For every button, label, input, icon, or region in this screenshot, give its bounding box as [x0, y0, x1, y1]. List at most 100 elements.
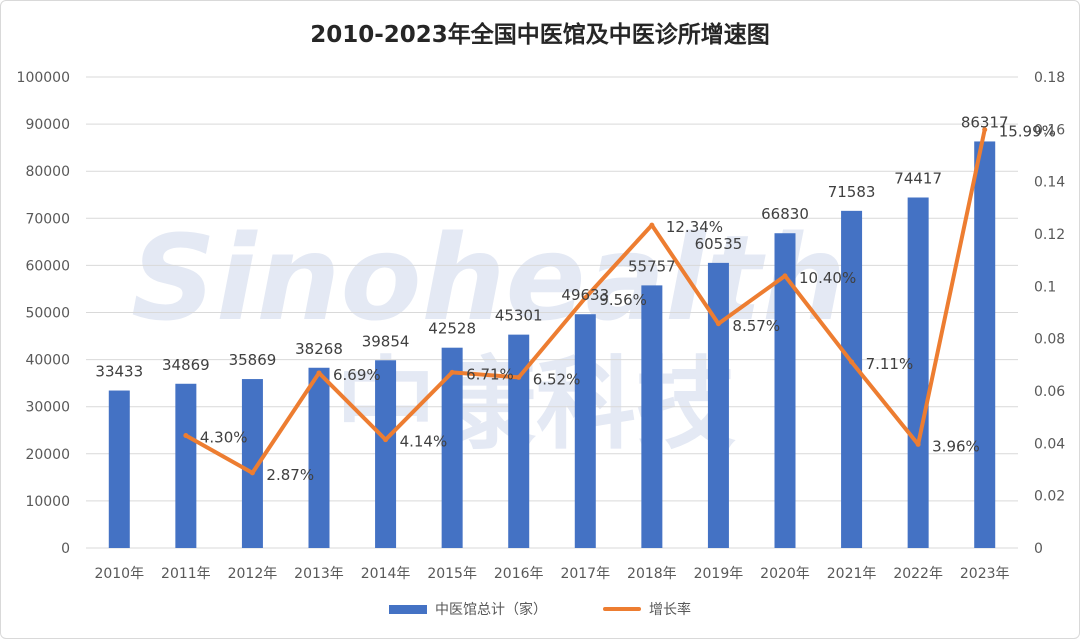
right-axis: 0 0.02 0.04 0.06 0.08 0.1 0.12 0.14 0.16 0.18 [1034, 70, 1065, 557]
left-tick-label: 100000 [17, 70, 70, 86]
legend-label-bars: 中医馆总计（家） [435, 602, 547, 618]
growth-point[interactable] [516, 374, 522, 380]
right-tick-label: 0.1 [1034, 279, 1056, 295]
left-tick-label: 0 [61, 541, 70, 557]
right-tick-label: 0.06 [1034, 384, 1065, 400]
growth-point[interactable] [183, 432, 189, 438]
growth-value-label: 3.96% [932, 437, 980, 455]
growth-point[interactable] [649, 222, 655, 228]
left-tick-label: 60000 [25, 258, 70, 274]
gridlines [86, 76, 1018, 549]
x-tick-label: 2022年 [893, 566, 943, 582]
line-series [183, 127, 988, 476]
bar-series [108, 141, 996, 549]
growth-value-label: 15.99% [999, 123, 1056, 141]
growth-value-label: 12.34% [666, 218, 723, 236]
growth-point[interactable] [383, 437, 389, 443]
right-tick-label: 0.14 [1034, 175, 1065, 191]
x-tick-label: 2016年 [494, 566, 544, 582]
left-tick-label: 20000 [25, 447, 70, 463]
right-tick-label: 0.12 [1034, 227, 1065, 243]
right-tick-label: 0.08 [1034, 332, 1065, 348]
growth-value-label: 8.57% [732, 317, 780, 335]
growth-point[interactable] [249, 470, 255, 476]
watermark-cjk: 中康科技 [336, 346, 736, 463]
growth-value-label: 6.52% [533, 370, 581, 388]
left-tick-label: 10000 [25, 494, 70, 510]
legend-swatch-bar [389, 604, 427, 614]
bar[interactable] [641, 285, 663, 548]
right-tick-label: 0.16 [1034, 122, 1065, 138]
legend-swatch-line [603, 607, 641, 611]
x-tick-label: 2020年 [760, 566, 810, 582]
left-tick-label: 80000 [25, 164, 70, 180]
chart-title: 2010-2023年全国中医馆及中医诊所增速图 [310, 22, 770, 48]
growth-value-label: 10.40% [799, 269, 856, 287]
bar[interactable] [907, 197, 929, 549]
x-axis: 2010年 2011年 2012年 2013年 2014年 2015年 2016年 2017年… [94, 566, 1009, 582]
bar-value-label: 49633 [561, 286, 609, 304]
growth-point[interactable] [715, 321, 721, 327]
bar-value-label: 38268 [295, 340, 343, 358]
bar[interactable] [841, 210, 863, 549]
left-tick-label: 30000 [25, 400, 70, 416]
bar-value-label: 39854 [362, 332, 410, 350]
growth-value-label: 7.11% [866, 355, 914, 373]
bar-value-label: 71583 [828, 183, 876, 201]
x-tick-label: 2019年 [694, 566, 744, 582]
legend-item-line[interactable]: 增长率 [603, 599, 691, 619]
bar-value-label: 35869 [229, 351, 277, 369]
left-tick-label: 50000 [25, 306, 70, 322]
x-tick-label: 2010年 [94, 566, 144, 582]
left-tick-label: 70000 [25, 211, 70, 227]
bar-value-label: 60535 [695, 235, 743, 253]
bar[interactable] [974, 141, 996, 548]
x-tick-label: 2012年 [228, 566, 278, 582]
x-tick-label: 2011年 [161, 566, 211, 582]
growth-value-label: 4.30% [200, 428, 248, 446]
growth-point[interactable] [582, 295, 588, 301]
growth-value-label: 6.71% [466, 365, 514, 383]
bar[interactable] [774, 233, 796, 548]
growth-value-label: 2.87% [266, 466, 314, 484]
left-tick-label: 40000 [25, 353, 70, 369]
legend-label-line: 增长率 [649, 602, 691, 618]
bar[interactable] [375, 360, 397, 548]
x-tick-label: 2015年 [427, 566, 477, 582]
right-tick-label: 0.02 [1034, 489, 1065, 505]
growth-point[interactable] [316, 370, 322, 376]
x-tick-label: 2023年 [960, 566, 1010, 582]
growth-value-label: 6.69% [333, 366, 381, 384]
bar-value-label: 66830 [761, 205, 809, 223]
x-tick-label: 2013年 [294, 566, 344, 582]
bar-value-label: 33433 [95, 363, 143, 381]
legend: 中医馆总计（家） 增长率 [1, 599, 1079, 619]
x-tick-label: 2014年 [361, 566, 411, 582]
growth-point[interactable] [915, 441, 921, 447]
growth-value-label: 9.56% [599, 291, 647, 309]
bar-value-label: 55757 [628, 257, 676, 275]
bar[interactable] [707, 262, 729, 548]
left-axis: 0 10000 20000 30000 40000 50000 60000 70000 8000… [17, 70, 70, 557]
growth-point[interactable] [782, 273, 788, 279]
bar[interactable] [241, 379, 263, 548]
bar[interactable] [108, 390, 130, 548]
legend-item-bars[interactable]: 中医馆总计（家） [389, 599, 547, 619]
growth-point[interactable] [449, 369, 455, 375]
growth-point[interactable] [982, 127, 988, 133]
bar[interactable] [508, 334, 530, 548]
bar-value-label: 45301 [495, 307, 543, 325]
bar-value-label: 74417 [894, 169, 942, 187]
bar-value-label: 86317 [961, 113, 1009, 131]
bar[interactable] [308, 367, 330, 548]
x-tick-label: 2017年 [560, 566, 610, 582]
bar[interactable] [175, 383, 197, 548]
bar-value-label: 42528 [428, 320, 476, 338]
left-tick-label: 90000 [25, 117, 70, 133]
bar[interactable] [574, 314, 596, 548]
bar[interactable] [441, 347, 463, 548]
right-tick-label: 0.04 [1034, 436, 1065, 452]
growth-point[interactable] [849, 359, 855, 365]
